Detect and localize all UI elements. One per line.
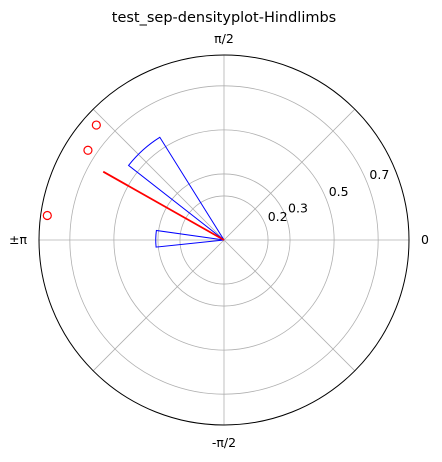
data-point (91, 120, 101, 130)
radial-gridline (113, 129, 335, 351)
polar-frame (38, 54, 410, 426)
density-bar (155, 229, 225, 248)
angular-gridline (92, 108, 225, 241)
angular-gridline (92, 239, 225, 372)
radial-grid (38, 54, 410, 426)
data-points (42, 120, 101, 221)
radial-tick-labels: 0.20.3 0.5 0.7 (268, 167, 390, 224)
radial-gridline (69, 85, 379, 395)
chart-title: test_sep-densityplot-Hindlimbs (112, 10, 336, 26)
mean-direction-line (102, 170, 225, 241)
density-bar (127, 136, 225, 241)
angular-gridline (223, 108, 356, 241)
radial-gridline (157, 173, 291, 307)
data-point (42, 210, 52, 221)
angular-tick-label: π/2 (214, 31, 234, 46)
angular-gridline (223, 239, 356, 372)
radial-gridline (179, 195, 269, 285)
angular-tick-label: 0 (421, 232, 429, 247)
angular-tick-labels: 0 π/2 ±π -π/2 (9, 31, 429, 450)
angular-tick-label: -π/2 (212, 435, 236, 450)
mean-direction (102, 170, 225, 241)
angular-tick-label: ±π (9, 232, 27, 247)
density-bars (127, 136, 225, 248)
radial-tick-label: 0.3 (288, 201, 308, 216)
radial-tick-label: 0.5 (329, 184, 349, 199)
radial-tick-label: 0.7 (369, 167, 389, 182)
radial-tick-label: 0.2 (268, 209, 288, 224)
data-point (83, 145, 93, 155)
